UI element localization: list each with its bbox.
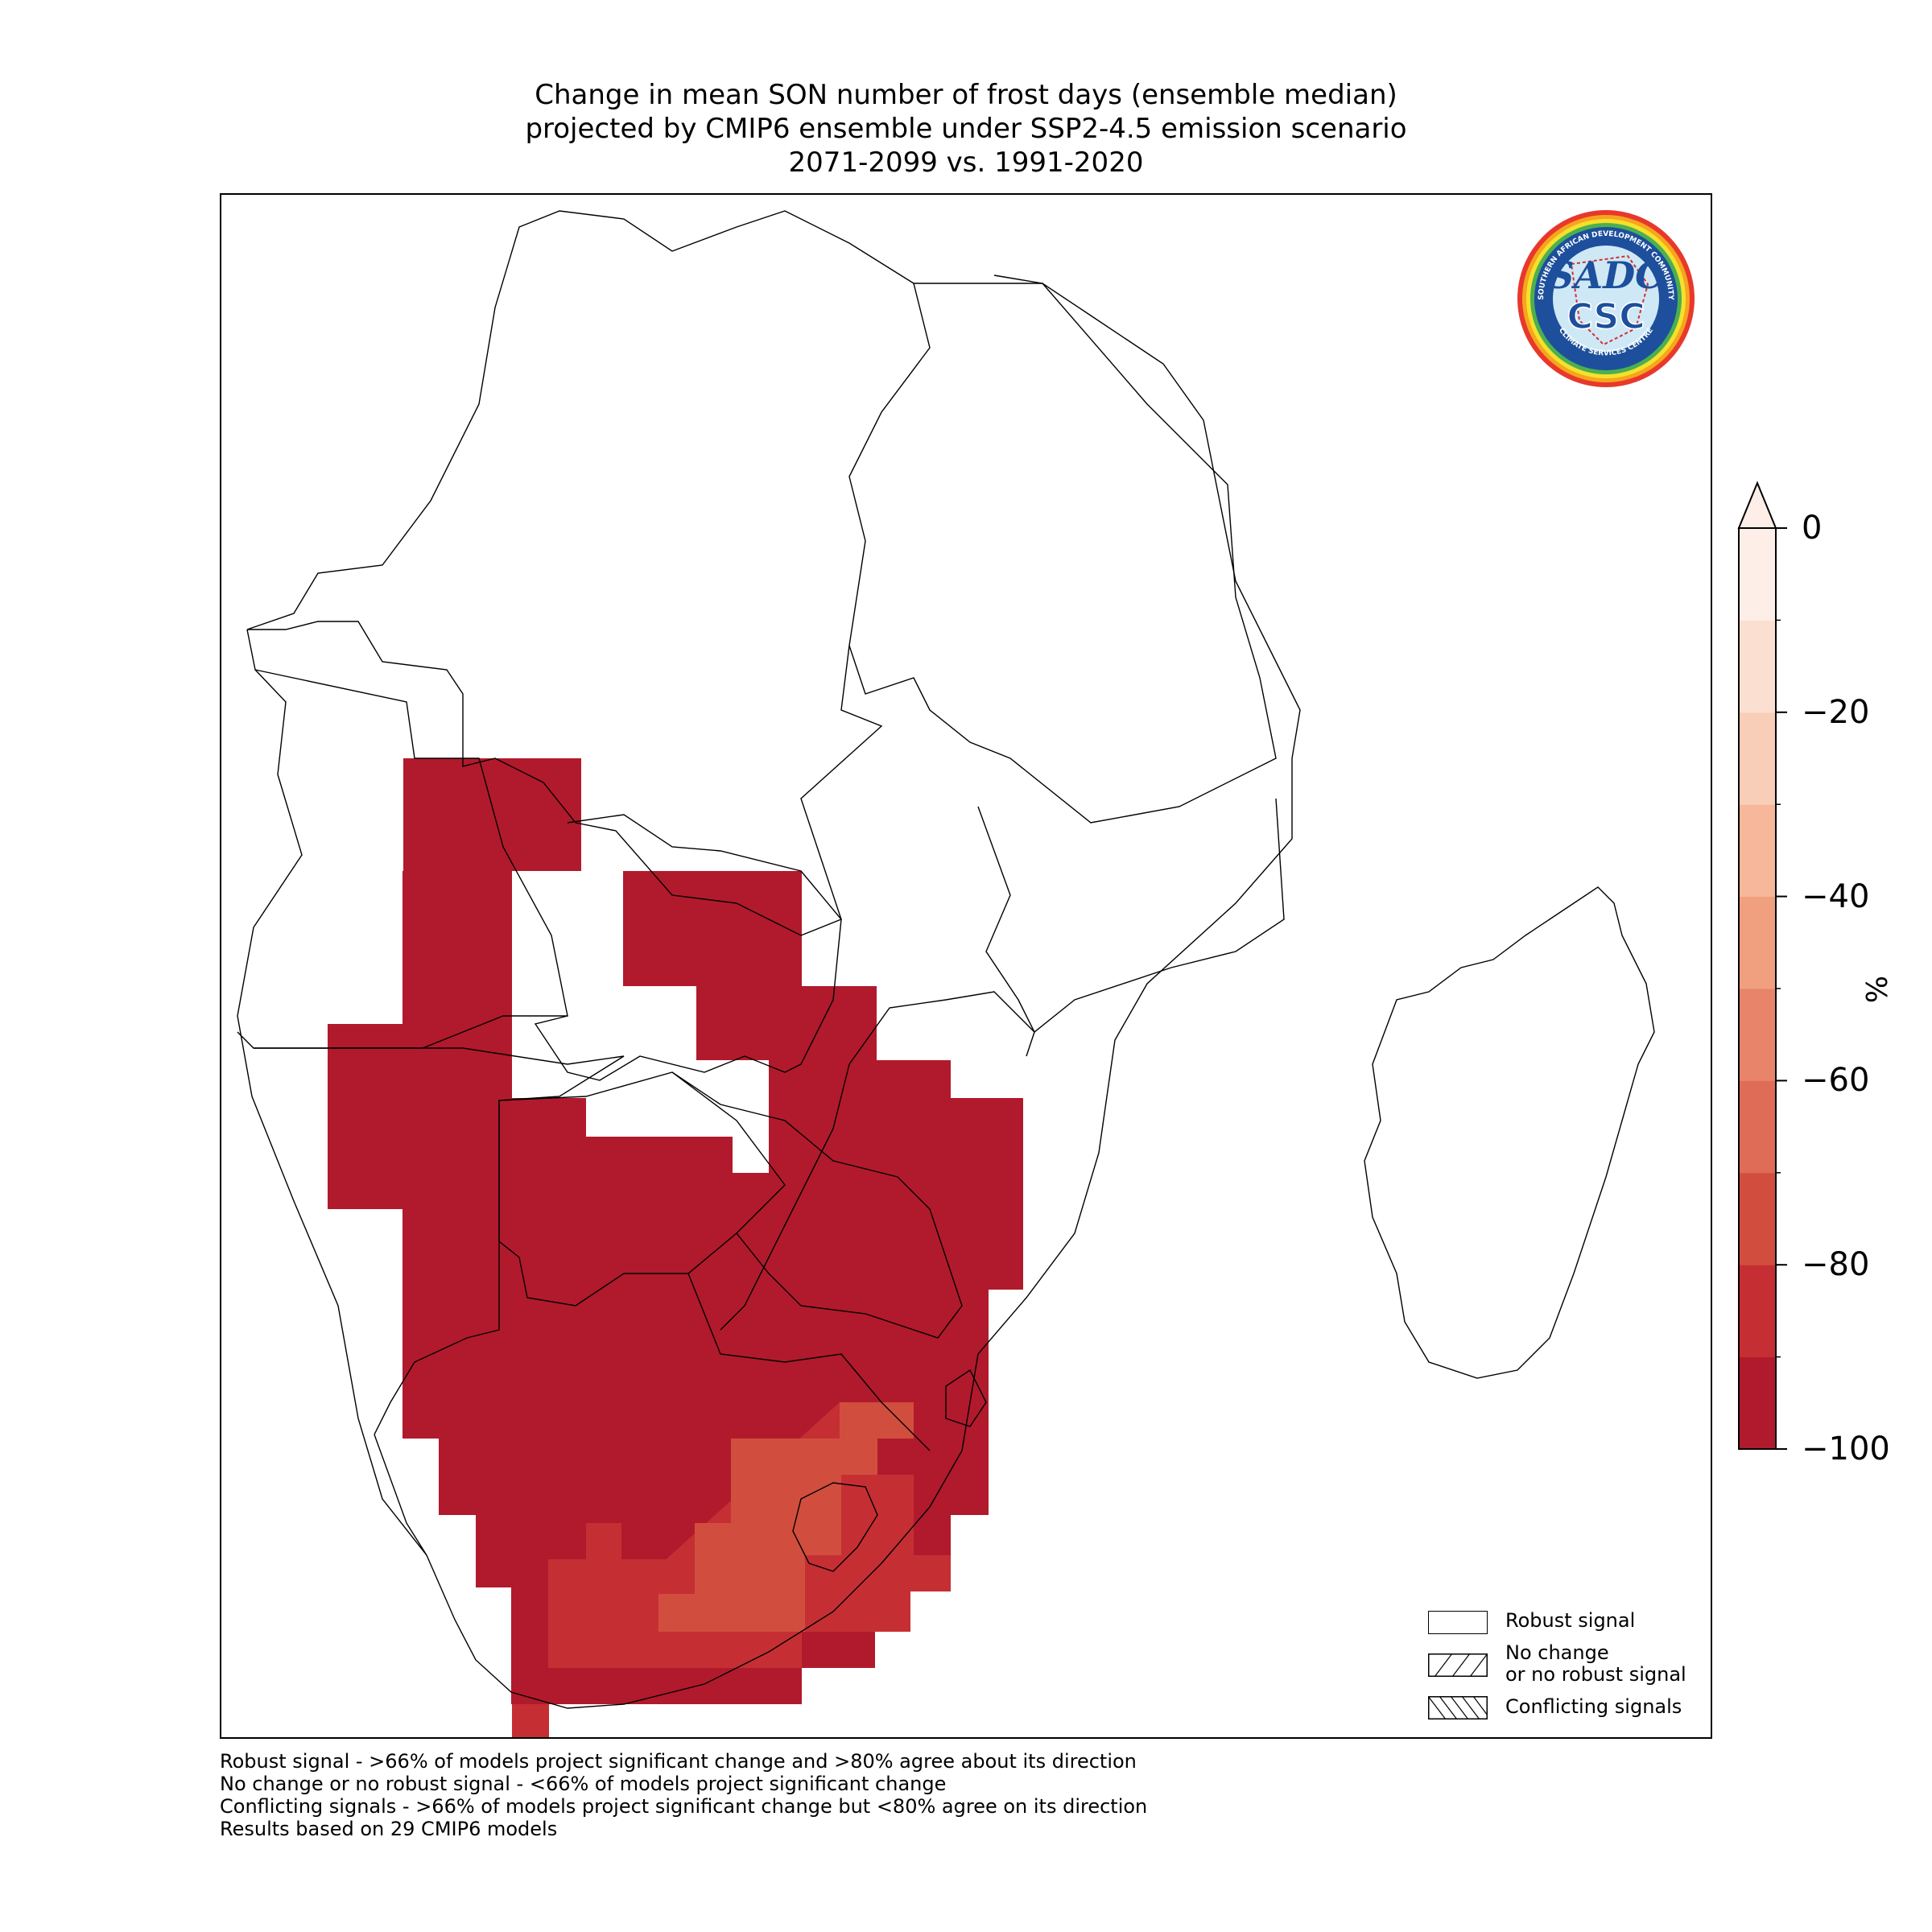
colorbar-segment [1739,989,1776,1081]
border-zimbabwe [671,1071,963,1339]
map-canvas [237,210,1655,1737]
colorbar-tick-label: −80 [1802,1246,1870,1284]
sadc-csc-logo: SADC CSC SOUTHERN AFRICAN DEVELOPMENT CO… [1517,210,1695,387]
colorbar-segment [1739,620,1776,713]
colorbar-segment [1739,1080,1776,1174]
footnote-no-change: No change or no robust signal - <66% of … [220,1773,947,1795]
coastline-west [237,275,1301,1709]
coastline-madagascar [1364,886,1655,1379]
legend-label-robust: Robust signal [1505,1609,1636,1632]
colorbar-tick-label: −100 [1802,1430,1890,1468]
colorbar-extension [1737,481,1777,529]
title-line-3: 2071-2099 vs. 1991-2020 [788,147,1144,179]
colorbar-tick-label: −40 [1802,877,1870,915]
colorbar [1737,481,1787,1450]
colorbar-segment [1739,1356,1776,1450]
border-mozambique [720,798,1285,1331]
cell-core-70 [658,1402,914,1632]
colorbar-segment [1739,712,1776,805]
colorbar-tick-label: −60 [1802,1062,1870,1100]
footnote-models: Results based on 29 CMIP6 models [220,1818,558,1840]
border-eswatini [945,1368,987,1427]
cell-core-70b [731,1439,766,1483]
legend-swatch-no-change [1428,1653,1488,1677]
legend-label-conflicting: Conflicting signals [1505,1695,1682,1718]
logo-mark-bottom: CSC [1567,296,1645,337]
border-zambia [534,814,842,1081]
legend-label-no-change: No change or no robust signal [1505,1641,1686,1686]
border-botswana [498,1071,786,1307]
country-borders [237,210,1655,1709]
border-lesotho [792,1482,878,1572]
border-malawi [977,806,1035,1057]
colorbar-segment [1739,1265,1776,1358]
legend-swatch-conflicting [1428,1696,1488,1719]
cell-band-90b [548,1523,695,1668]
colorbar-segment [1739,896,1776,989]
footnote-conflicting: Conflicting signals - >66% of models pro… [220,1795,1148,1818]
legend-swatch-robust [1428,1611,1488,1634]
map-frame [220,193,1712,1739]
colorbar-unit: % [1859,976,1892,1004]
cell-tip [512,1704,549,1737]
colorbar-tick-label: 0 [1802,510,1823,547]
title-line-2: projected by CMIP6 ensemble under SSP2-4… [525,113,1407,145]
border-drc [246,210,931,936]
border-tanzania [848,283,1277,824]
footnote-robust: Robust signal - >66% of models project s… [220,1750,1137,1773]
colorbar-segment [1739,804,1776,898]
colorbar-segment [1739,528,1776,621]
border-south-africa [374,1273,931,1556]
colorbar-segment [1739,1172,1776,1265]
data-cells [328,758,1023,1737]
logo-mark-top: SADC [1547,254,1665,297]
title-line-1: Change in mean SON number of frost days … [535,79,1397,111]
colorbar-tick-label: −20 [1802,693,1870,731]
